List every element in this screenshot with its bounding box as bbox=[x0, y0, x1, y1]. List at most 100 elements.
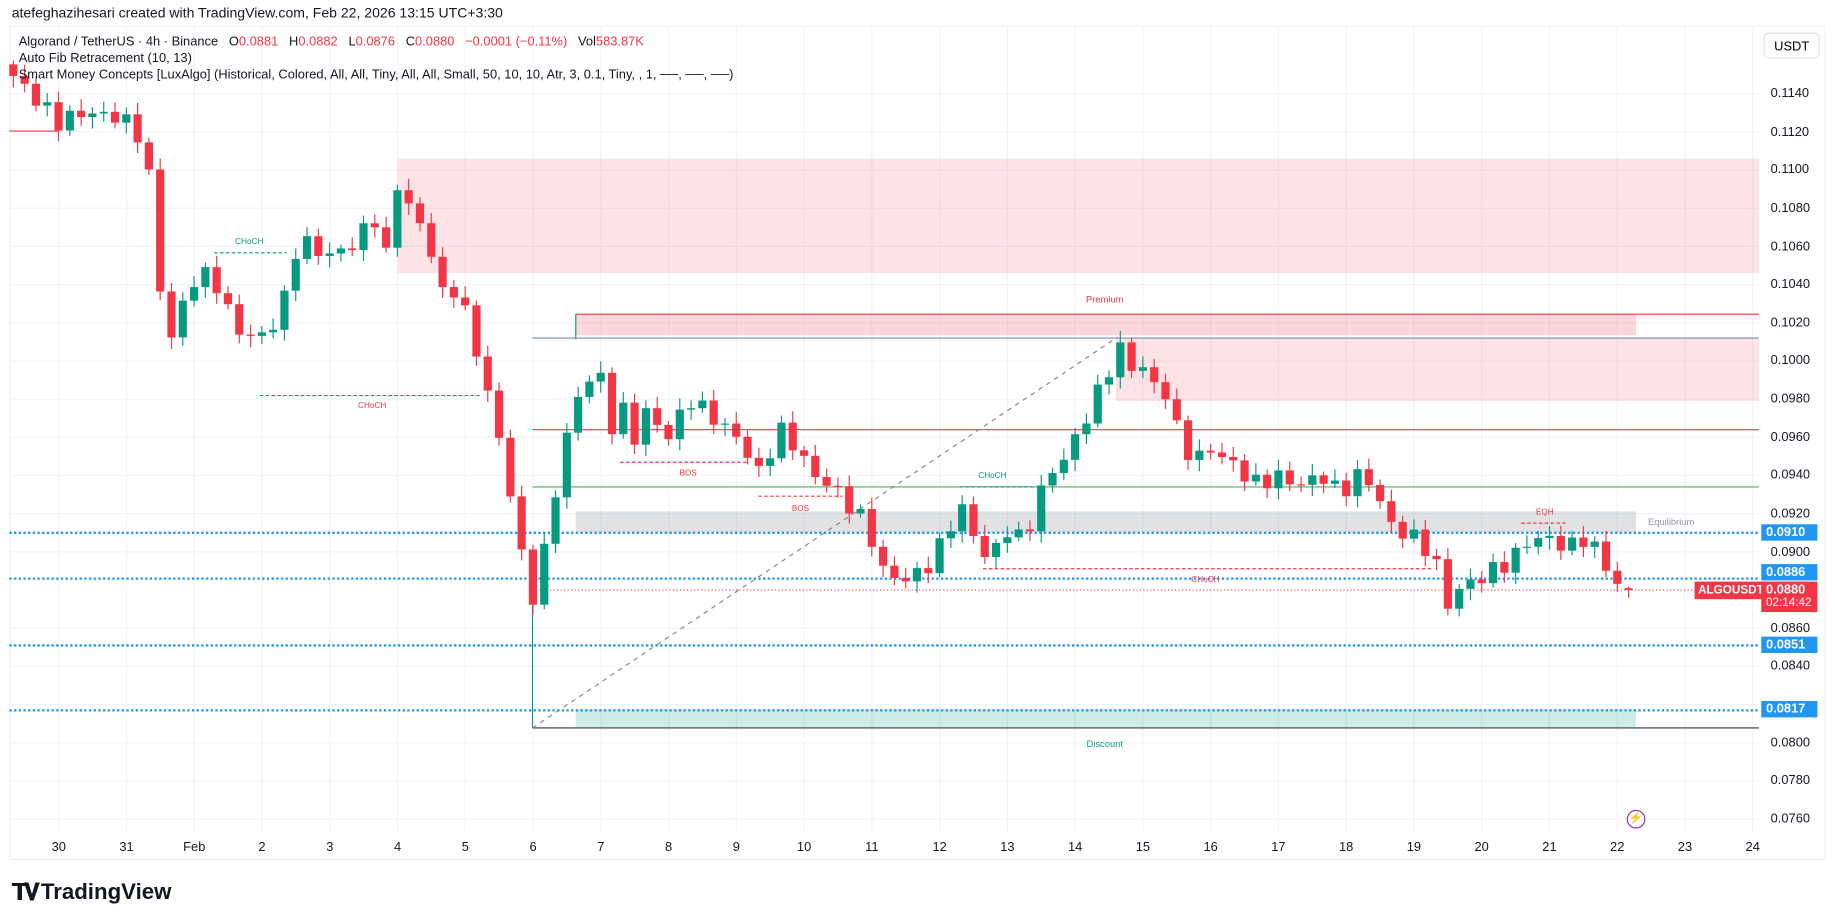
premium-zone bbox=[575, 314, 1637, 336]
time-tick: 12 bbox=[932, 840, 947, 855]
candle bbox=[1150, 358, 1159, 394]
candle-body bbox=[269, 329, 278, 333]
candle bbox=[1229, 446, 1238, 472]
candle-body bbox=[483, 356, 492, 391]
candle bbox=[1319, 471, 1328, 494]
candle bbox=[449, 279, 458, 308]
price-tick: 0.0940 bbox=[1770, 468, 1811, 483]
candle bbox=[1613, 561, 1622, 592]
candle bbox=[1624, 586, 1633, 598]
candle bbox=[1172, 388, 1181, 425]
candle-body bbox=[1421, 529, 1430, 556]
candle bbox=[562, 423, 571, 509]
candle-body bbox=[31, 83, 41, 106]
candle bbox=[664, 421, 673, 446]
candle bbox=[890, 556, 899, 586]
candle-body bbox=[65, 110, 74, 131]
candle bbox=[336, 244, 346, 262]
candle-body bbox=[1319, 475, 1328, 484]
tradingview-logo[interactable]: 𝗧𝐕 TradingView bbox=[12, 878, 172, 907]
symbol-title[interactable]: Algorand / TetherUS · 4h · Binance bbox=[18, 35, 219, 50]
candle bbox=[246, 324, 255, 348]
candle bbox=[483, 345, 492, 402]
candle-body bbox=[449, 287, 458, 298]
candle bbox=[811, 444, 820, 485]
candle bbox=[1104, 370, 1114, 395]
candle bbox=[212, 255, 221, 304]
candle bbox=[1409, 519, 1419, 543]
candle-body bbox=[110, 111, 120, 123]
time-tick: 17 bbox=[1271, 840, 1286, 855]
candle-body bbox=[133, 114, 142, 143]
candle bbox=[1003, 526, 1012, 553]
candle bbox=[799, 445, 809, 468]
candle bbox=[720, 418, 730, 437]
candle-body bbox=[980, 536, 989, 558]
candle-body bbox=[1590, 541, 1599, 547]
low-value: 0.0876 bbox=[355, 35, 396, 50]
candle bbox=[1217, 442, 1227, 465]
candle-body bbox=[302, 236, 312, 259]
time-tick: 6 bbox=[529, 840, 537, 855]
candle bbox=[31, 76, 41, 112]
candle-body bbox=[1296, 484, 1306, 486]
candle bbox=[438, 247, 447, 298]
candle bbox=[1466, 568, 1475, 601]
indicator-smc[interactable]: Smart Money Concepts [LuxAlgo] (Historic… bbox=[18, 67, 734, 82]
candle bbox=[54, 91, 63, 142]
candle-body bbox=[1003, 537, 1012, 543]
candle bbox=[766, 448, 775, 476]
candle bbox=[1455, 584, 1464, 617]
currency-button[interactable]: USDT bbox=[1763, 32, 1820, 59]
candle bbox=[743, 430, 752, 465]
candle bbox=[280, 285, 289, 341]
candle-body bbox=[799, 450, 809, 456]
symbol-legend: Algorand / TetherUS · 4h · Binance O0.08… bbox=[19, 35, 644, 49]
bos-label: BOS bbox=[791, 504, 810, 514]
candle-body bbox=[189, 287, 199, 301]
candle-body bbox=[991, 542, 1001, 558]
candle bbox=[946, 520, 955, 548]
lightning-icon[interactable]: ⚡ bbox=[1626, 809, 1646, 829]
candle-body bbox=[562, 432, 571, 498]
candle bbox=[607, 367, 617, 445]
candle bbox=[1568, 531, 1577, 556]
candle bbox=[65, 105, 74, 136]
indicator-fib[interactable]: Auto Fib Retracement (10, 13) bbox=[18, 51, 192, 66]
candle-body bbox=[1240, 460, 1249, 482]
candle bbox=[223, 286, 233, 310]
time-tick: 7 bbox=[597, 840, 605, 855]
candle bbox=[1353, 460, 1362, 508]
candle bbox=[494, 382, 504, 446]
candle-body bbox=[1127, 342, 1136, 371]
candle-body bbox=[969, 504, 978, 537]
candle bbox=[189, 276, 199, 307]
candle-body bbox=[664, 424, 673, 440]
candle bbox=[291, 248, 300, 302]
equilibrium-zone bbox=[575, 511, 1637, 533]
candle bbox=[517, 485, 526, 561]
candle-body bbox=[811, 455, 820, 477]
candle-body bbox=[325, 253, 334, 256]
candle-body bbox=[1037, 485, 1046, 532]
candle-body bbox=[1330, 480, 1340, 484]
price-tag-0910: 0.0910 bbox=[1761, 524, 1818, 541]
price-tick: 0.0800 bbox=[1770, 735, 1811, 750]
candle-body bbox=[88, 113, 97, 118]
candle-body bbox=[856, 509, 865, 514]
candle-body bbox=[574, 396, 583, 433]
candle bbox=[1161, 373, 1170, 409]
candle-body bbox=[212, 267, 221, 294]
candle-body bbox=[1409, 529, 1419, 539]
candle-body bbox=[1183, 420, 1193, 460]
candle-body bbox=[1601, 541, 1611, 571]
candle-body bbox=[867, 509, 876, 547]
candle bbox=[9, 60, 18, 88]
candle bbox=[1263, 469, 1272, 499]
candle bbox=[1240, 454, 1249, 492]
candle-body bbox=[156, 169, 165, 292]
candle-body bbox=[438, 256, 447, 288]
candle bbox=[370, 214, 379, 238]
candle bbox=[980, 524, 989, 565]
